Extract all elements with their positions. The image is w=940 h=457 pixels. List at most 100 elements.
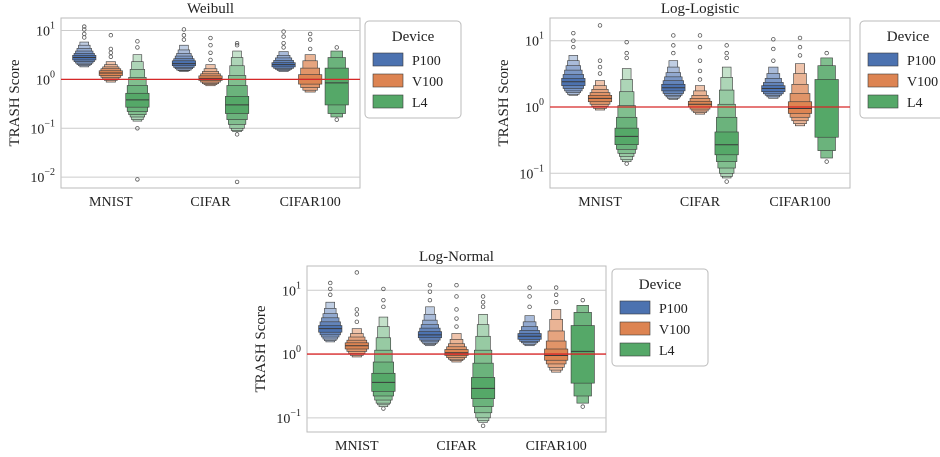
boxen-v100-mnist [344, 270, 369, 358]
chart-log-normal: 10−1 100 101 Log-Normal TRASH Score MNIST CIFA… [253, 249, 709, 454]
x-tick-label: CIFAR100 [769, 195, 830, 210]
outlier-point [797, 35, 803, 41]
legend-label-p100: P100 [659, 302, 688, 317]
outlier-point [597, 23, 603, 28]
outlier-point [427, 283, 433, 288]
outlier-point [281, 45, 286, 50]
boxen-level [714, 131, 739, 156]
boxen-v100-cifar100 [787, 35, 813, 127]
outlier-point [234, 179, 240, 185]
y-tick-label: 10−1 [519, 163, 544, 182]
legend: Device P100 V100 L4 [859, 20, 940, 119]
outlier-point [135, 45, 140, 50]
boxen-p100-mnist [561, 30, 586, 96]
outlier-point [108, 46, 114, 52]
boxen-l4-cifar [471, 294, 496, 429]
y-tick-label: 100 [282, 344, 301, 363]
outlier-point [307, 31, 313, 37]
outlier-point [454, 316, 459, 321]
outlier-point [181, 27, 187, 32]
legend-swatch-l4 [867, 94, 899, 109]
x-tick-label: MNIST [335, 439, 379, 454]
x-tick-label: MNIST [89, 195, 133, 210]
outlier-point [307, 37, 313, 42]
y-tick-label: 101 [36, 20, 55, 39]
outlier-point [82, 27, 87, 32]
outlier-point [480, 294, 486, 299]
legend-swatch-v100 [372, 73, 404, 88]
boxen-l4-cifar [714, 43, 739, 184]
outlier-point [797, 53, 803, 58]
legend-label-v100: V100 [412, 75, 443, 90]
outlier-point [328, 280, 333, 286]
boxen-p100-cifar100 [271, 29, 296, 72]
outlier-point [597, 58, 603, 63]
y-axis-label: TRASH Score [253, 305, 269, 392]
y-axis-label: TRASH Score [7, 59, 23, 146]
outlier-point [381, 286, 386, 292]
outlier-point [697, 44, 703, 50]
outlier-point [354, 312, 360, 317]
boxen-p100-mnist [72, 24, 97, 68]
x-tick-label: MNIST [578, 195, 622, 210]
outlier-point [454, 307, 459, 312]
outlier-point [553, 292, 559, 297]
outlier-point [135, 39, 140, 44]
outlier-point [697, 77, 703, 82]
outlier-point [724, 55, 729, 61]
legend-box [859, 20, 940, 119]
outlier-point [181, 37, 187, 42]
outlier-point [281, 29, 286, 34]
outlier-point [480, 423, 486, 429]
outlier-point [208, 50, 213, 55]
legend-label-l4: L4 [412, 96, 428, 111]
boxen-p100-cifar [661, 33, 686, 100]
outlier-point [597, 64, 603, 70]
outlier-point [281, 34, 286, 39]
outlier-point [571, 44, 576, 50]
outlier-point [580, 404, 585, 409]
outlier-point [771, 37, 776, 42]
outlier-point [354, 319, 360, 325]
boxen-p100-cifar [171, 27, 196, 72]
outlier-point [208, 57, 213, 63]
y-tick-label: 10−1 [30, 118, 55, 137]
legend-box [611, 268, 709, 367]
outlier-point [824, 159, 829, 164]
legend-swatch-p100 [619, 300, 651, 315]
outlier-point [624, 39, 629, 45]
boxen-level [814, 79, 839, 138]
outlier-point [328, 292, 333, 297]
outlier-point [624, 161, 629, 166]
legend-title: Device [887, 29, 930, 45]
outlier-point [571, 38, 576, 43]
boxen-p100-cifar100 [761, 37, 786, 99]
outlier-point [454, 294, 459, 299]
outlier-point [724, 179, 729, 184]
outlier-point [427, 297, 433, 303]
legend-title: Device [392, 29, 435, 45]
outlier-point [82, 31, 87, 37]
legend-swatch-l4 [619, 342, 651, 357]
outlier-point [208, 35, 213, 41]
outlier-point [427, 289, 433, 294]
outlier-point [135, 177, 140, 182]
outlier-point [553, 299, 559, 305]
y-tick-label: 101 [525, 31, 544, 50]
chart-log-logistic: 10−1 100 101 Log-Logistic TRASH Score MNIST CI… [496, 1, 940, 210]
outlier-point [208, 42, 213, 48]
y-axis-label: TRASH Score [496, 59, 512, 146]
boxen-l4-mnist [614, 39, 639, 166]
boxen-v100-mnist [98, 33, 123, 83]
plot-area [60, 17, 361, 189]
chart-title: Log-Logistic [661, 1, 740, 17]
boxen-v100-cifar [198, 35, 223, 87]
x-tick-label: CIFAR [680, 195, 721, 210]
outlier-point [281, 40, 286, 46]
outlier-point [334, 45, 339, 50]
outlier-point [108, 33, 114, 38]
boxen-l4-cifar100 [814, 50, 839, 164]
x-tick-label: CIFAR [190, 195, 231, 210]
x-tick-label: CIFAR100 [280, 195, 341, 210]
